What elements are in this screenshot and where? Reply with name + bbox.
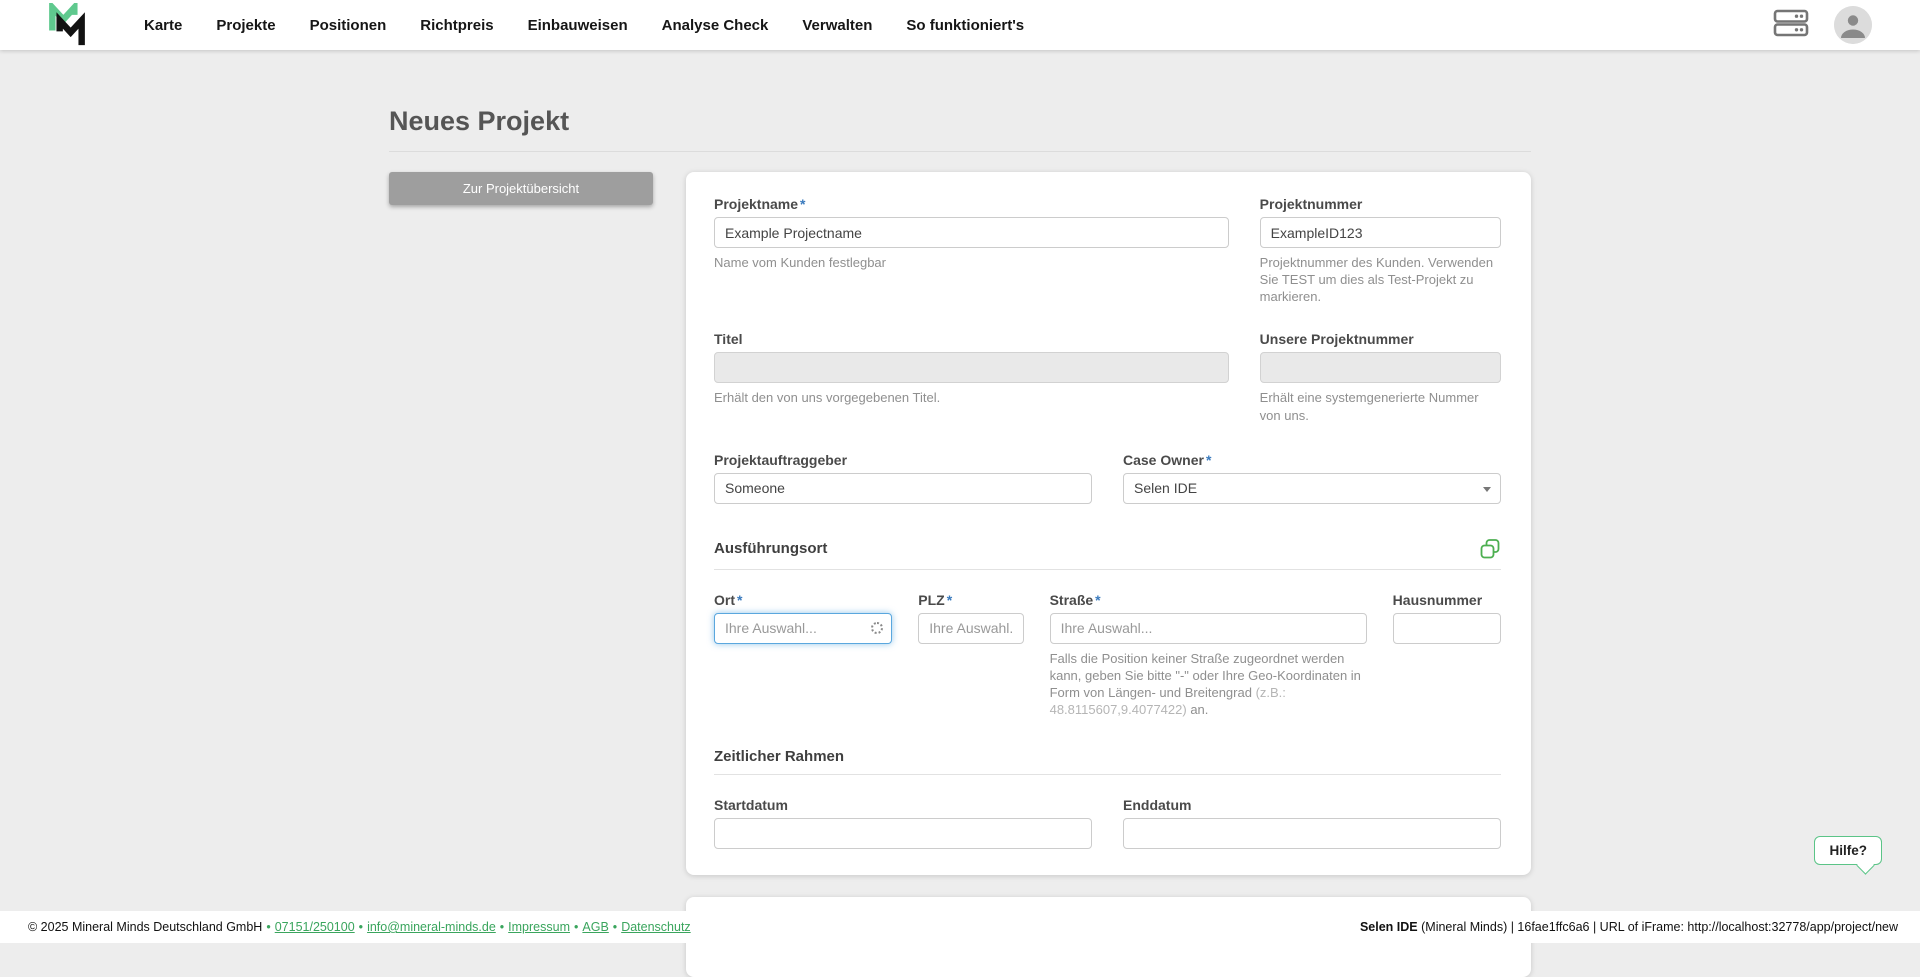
project-overview-button[interactable]: Zur Projektübersicht	[389, 172, 653, 205]
footer-email-link[interactable]: info@mineral-minds.de	[367, 920, 496, 934]
footer-separator: •	[266, 920, 271, 934]
footer-left: © 2025 Mineral Minds Deutschland GmbH • 07…	[28, 920, 691, 934]
plz-field-group: PLZ *	[918, 591, 1024, 719]
case-owner-selected-value: Selen IDE	[1134, 480, 1198, 497]
case-owner-label: Case Owner *	[1123, 451, 1212, 468]
ort-input[interactable]	[714, 612, 893, 644]
titel-field-group: Titel Erhält den von uns vorgegebenen Ti…	[714, 331, 1229, 423]
ort-label: Ort *	[714, 591, 743, 608]
enddatum-label: Enddatum	[1123, 797, 1192, 814]
footer-separator: •	[574, 920, 579, 934]
projektauftraggeber-input[interactable]	[714, 472, 1092, 504]
unsere-projektnummer-input	[1259, 352, 1501, 384]
nav-item-so-funktionierts[interactable]: So funktioniert's	[906, 16, 1025, 34]
footer-session-info: Selen IDE (Mineral Minds) | 16fae1ffc6a6…	[1360, 920, 1898, 934]
section-divider	[714, 774, 1501, 776]
zeitlicher-rahmen-section-title: Zeitlicher Rahmen	[714, 748, 845, 766]
title-divider	[389, 151, 1531, 152]
unsere-projektnummer-field-group: Unsere Projektnummer Erhält eine systemg…	[1259, 331, 1501, 423]
footer-datenschutz-link[interactable]: Datenschutz	[621, 920, 691, 934]
hausnummer-field-group: Hausnummer	[1392, 591, 1501, 719]
projektname-input[interactable]	[714, 217, 1229, 248]
mineral-minds-logo-icon[interactable]	[44, 2, 90, 48]
strasse-helper: Falls die Position keiner Straße zugeord…	[1049, 650, 1361, 718]
unsere-projektnummer-helper: Erhält eine systemgenerierte Nummer von …	[1259, 390, 1479, 423]
strasse-field-group: Straße* Falls die Position keiner Straße…	[1049, 591, 1367, 719]
copy-address-button[interactable]	[1479, 538, 1501, 560]
new-project-form-card: Projektname* Name vom Kunden festlegbar …	[686, 172, 1531, 876]
nav-item-analyse-check[interactable]: Analyse Check	[661, 16, 769, 34]
hausnummer-label: Hausnummer	[1392, 591, 1483, 608]
loading-spinner-icon	[871, 621, 884, 634]
navbar-right	[1772, 6, 1872, 44]
nav-item-projekte[interactable]: Projekte	[216, 16, 276, 34]
footer-separator: •	[499, 920, 505, 934]
hausnummer-input[interactable]	[1392, 612, 1501, 644]
top-navbar: Karte Projekte Positionen Richtpreis Ein…	[0, 0, 1920, 50]
startdatum-label: Startdatum	[714, 797, 788, 814]
footer-impressum-link[interactable]: Impressum	[508, 920, 570, 934]
case-owner-select[interactable]: Selen IDE	[1123, 472, 1501, 504]
required-marker: *	[1205, 451, 1212, 468]
projektnummer-label: Projektnummer	[1259, 196, 1363, 212]
projektnummer-field-group: Projektnummer Projektnummer des Kunden. …	[1259, 196, 1501, 305]
projektnummer-input[interactable]	[1259, 217, 1501, 248]
projektauftraggeber-field-group: Projektauftraggeber	[714, 452, 1092, 504]
ausfuehrungsort-section-title: Ausführungsort	[714, 540, 828, 558]
nav-item-richtpreis[interactable]: Richtpreis	[420, 16, 494, 34]
titel-label: Titel	[714, 331, 743, 348]
required-marker: *	[1095, 591, 1101, 608]
projektname-label: Projektname *	[714, 196, 806, 212]
strasse-input[interactable]	[1049, 612, 1367, 644]
page-title: Neues Projekt	[389, 106, 570, 136]
enddatum-field-group: Enddatum	[1123, 797, 1501, 850]
server-stack-icon[interactable]	[1772, 8, 1810, 43]
enddatum-input[interactable]	[1123, 818, 1501, 850]
startdatum-field-group: Startdatum	[714, 797, 1092, 850]
required-marker: *	[800, 196, 806, 212]
footer-phone-link[interactable]: 07151/250100	[274, 920, 355, 934]
projektname-helper: Name vom Kunden festlegbar	[714, 255, 886, 270]
section-divider	[714, 568, 1501, 570]
projektnummer-helper: Projektnummer des Kunden. Verwenden Sie …	[1259, 255, 1494, 305]
titel-input	[714, 352, 1229, 384]
required-marker: *	[946, 591, 953, 608]
unsere-projektnummer-label: Unsere Projektnummer	[1259, 331, 1414, 348]
nav-item-verwalten[interactable]: Verwalten	[802, 16, 873, 34]
footer: © 2025 Mineral Minds Deutschland GmbH • 07…	[0, 911, 1920, 943]
ort-field-group: Ort *	[714, 591, 893, 719]
footer-separator: •	[358, 920, 364, 934]
footer-copyright: © 2025 Mineral Minds Deutschland GmbH	[28, 920, 263, 934]
footer-separator: •	[612, 920, 618, 934]
strasse-label: Straße *	[1049, 591, 1101, 608]
nav-item-positionen[interactable]: Positionen	[309, 16, 387, 34]
main-nav: Karte Projekte Positionen Richtpreis Ein…	[144, 17, 1024, 34]
left-column: Zur Projektübersicht	[389, 172, 653, 205]
chevron-down-icon	[1483, 486, 1491, 492]
footer-agb-link[interactable]: AGB	[582, 920, 609, 934]
plz-label: PLZ *	[918, 591, 953, 608]
user-avatar-icon[interactable]	[1834, 6, 1872, 44]
startdatum-input[interactable]	[714, 818, 1092, 850]
nav-item-karte[interactable]: Karte	[144, 16, 183, 34]
projektauftraggeber-label: Projektauftraggeber	[714, 451, 848, 468]
case-owner-field-group: Case Owner * Selen IDE	[1123, 452, 1501, 504]
titel-helper: Erhält den von uns vorgegebenen Titel.	[714, 390, 941, 406]
plz-input[interactable]	[918, 612, 1024, 644]
projektname-field-group: Projektname* Name vom Kunden festlegbar	[714, 196, 1229, 305]
footer-session-details: (Mineral Minds) | 16fae1ffc6a6 | URL of …	[1417, 920, 1898, 934]
required-marker: *	[737, 591, 743, 608]
footer-user-name: Selen IDE	[1359, 920, 1418, 934]
help-button[interactable]: Hilfe?	[1814, 836, 1882, 865]
nav-item-einbauweisen[interactable]: Einbauweisen	[527, 16, 628, 34]
main-content: Neues Projekt Zur Projektübersicht Proje…	[389, 106, 1531, 977]
copy-icon	[1479, 538, 1501, 563]
